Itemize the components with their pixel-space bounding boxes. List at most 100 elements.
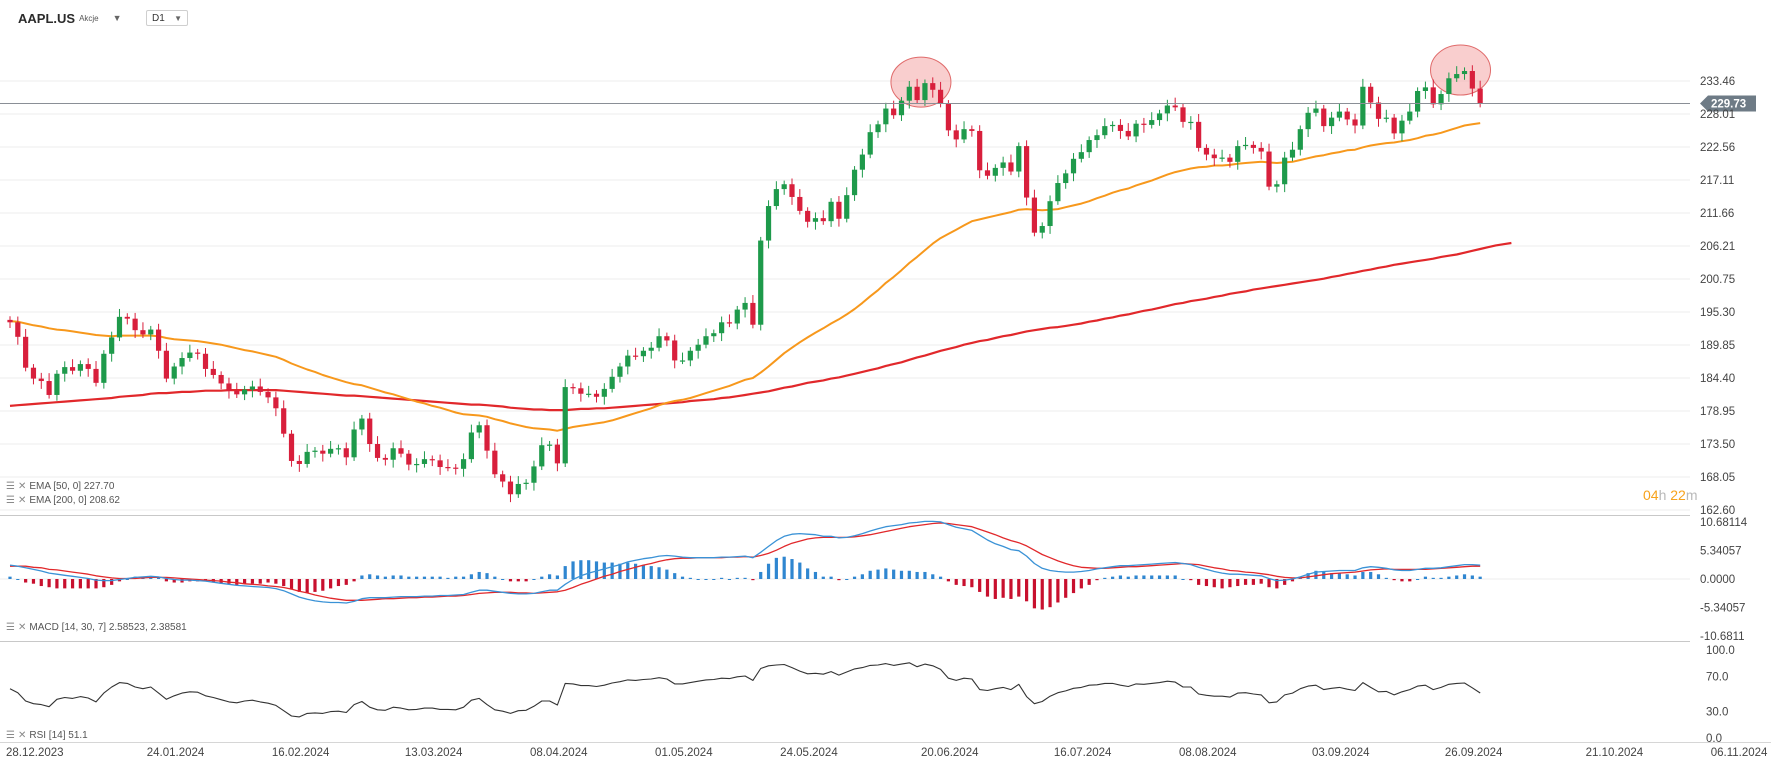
candle[interactable] <box>625 349 631 375</box>
candle[interactable] <box>155 323 162 359</box>
candle[interactable] <box>1125 123 1131 141</box>
candle[interactable] <box>953 124 959 148</box>
candle[interactable] <box>1438 90 1444 111</box>
candle[interactable] <box>1289 141 1296 162</box>
candle[interactable] <box>945 100 951 137</box>
candle[interactable] <box>398 440 404 458</box>
candle[interactable] <box>1039 222 1045 239</box>
candle[interactable] <box>296 455 302 472</box>
candle[interactable] <box>656 328 662 352</box>
candle[interactable] <box>312 447 318 458</box>
candle[interactable] <box>249 380 256 398</box>
candle[interactable] <box>672 334 678 369</box>
candle[interactable] <box>46 373 52 399</box>
candle[interactable] <box>844 187 850 223</box>
candle[interactable] <box>601 383 607 405</box>
candle[interactable] <box>742 297 748 318</box>
candle[interactable] <box>554 438 560 472</box>
candle[interactable] <box>484 419 490 459</box>
candle[interactable] <box>148 325 154 341</box>
candle[interactable] <box>1446 72 1452 102</box>
candle[interactable] <box>343 442 349 466</box>
candle[interactable] <box>93 361 99 387</box>
candle[interactable] <box>210 361 216 379</box>
candle[interactable] <box>805 207 811 228</box>
candle[interactable] <box>1258 142 1264 160</box>
candle[interactable] <box>187 344 193 362</box>
candle[interactable] <box>828 198 834 227</box>
candle[interactable] <box>468 424 474 463</box>
candle[interactable] <box>531 460 537 491</box>
candle[interactable] <box>421 451 428 468</box>
candle[interactable] <box>562 379 568 468</box>
candle[interactable] <box>1461 67 1468 80</box>
legend-macd[interactable]: ☰ ✕ MACD [14, 30, 7] 2.58523, 2.38581 <box>6 622 187 633</box>
candle[interactable] <box>1336 103 1342 122</box>
candle[interactable] <box>851 166 858 201</box>
candle[interactable] <box>1266 143 1272 191</box>
candle[interactable] <box>1235 140 1241 170</box>
candle[interactable] <box>898 97 905 121</box>
candle[interactable] <box>1156 109 1163 126</box>
candle[interactable] <box>7 316 13 329</box>
legend-rsi[interactable]: ☰ ✕ RSI [14] 51.1 <box>6 730 88 741</box>
candle[interactable] <box>1391 114 1397 140</box>
candle[interactable] <box>1008 154 1014 176</box>
candle[interactable] <box>367 412 373 452</box>
candle[interactable] <box>1415 87 1421 118</box>
candle[interactable] <box>1188 116 1194 130</box>
candle[interactable] <box>124 313 130 325</box>
symbol-selector[interactable]: AAPL.US Akcje ▼ <box>18 8 122 28</box>
candle[interactable] <box>38 372 44 389</box>
candle[interactable] <box>1117 119 1124 139</box>
candle[interactable] <box>586 385 592 398</box>
candle[interactable] <box>1086 136 1092 158</box>
candle[interactable] <box>171 362 177 385</box>
timeframe-select[interactable]: D1 ▼ <box>146 10 188 26</box>
candle[interactable] <box>1110 121 1116 132</box>
candle[interactable] <box>633 347 639 360</box>
candle[interactable] <box>883 102 889 133</box>
candle[interactable] <box>242 385 248 401</box>
candle[interactable] <box>62 361 68 382</box>
candle[interactable] <box>382 454 388 466</box>
candle[interactable] <box>1211 148 1217 167</box>
candle[interactable] <box>1055 175 1061 205</box>
candle[interactable] <box>750 295 756 329</box>
candle[interactable] <box>163 342 169 383</box>
candle[interactable] <box>648 341 654 359</box>
candle[interactable] <box>1047 195 1053 234</box>
candle[interactable] <box>679 352 686 365</box>
candle[interactable] <box>406 450 412 471</box>
candle[interactable] <box>429 455 435 467</box>
candle[interactable] <box>546 440 553 451</box>
candle[interactable] <box>218 371 224 390</box>
candle[interactable] <box>351 421 357 461</box>
close-icon[interactable]: ✕ <box>17 622 27 633</box>
settings-icon[interactable]: ☰ <box>6 730 15 741</box>
candle[interactable] <box>765 200 772 249</box>
candle[interactable] <box>453 463 459 475</box>
candle[interactable] <box>492 442 498 478</box>
candle[interactable] <box>226 377 232 399</box>
candle[interactable] <box>961 121 967 144</box>
candle[interactable] <box>500 470 506 488</box>
legend-ema50[interactable]: ☰ ✕ EMA [50, 0] 227.70 <box>6 481 114 492</box>
candle[interactable] <box>734 305 740 330</box>
candle[interactable] <box>984 162 991 180</box>
settings-icon[interactable]: ☰ <box>6 495 15 506</box>
candle[interactable] <box>992 164 998 182</box>
candle[interactable] <box>1180 103 1186 128</box>
candle[interactable] <box>132 312 138 339</box>
candle[interactable] <box>1477 80 1483 108</box>
candle[interactable] <box>15 316 21 345</box>
candle[interactable] <box>1344 107 1350 126</box>
candle[interactable] <box>867 124 873 159</box>
candle[interactable] <box>69 359 76 375</box>
candle[interactable] <box>758 236 764 331</box>
candle[interactable] <box>1422 81 1429 99</box>
candle[interactable] <box>726 314 733 328</box>
close-icon[interactable]: ✕ <box>17 495 27 506</box>
candle[interactable] <box>1297 125 1303 156</box>
candle[interactable] <box>1242 137 1249 150</box>
